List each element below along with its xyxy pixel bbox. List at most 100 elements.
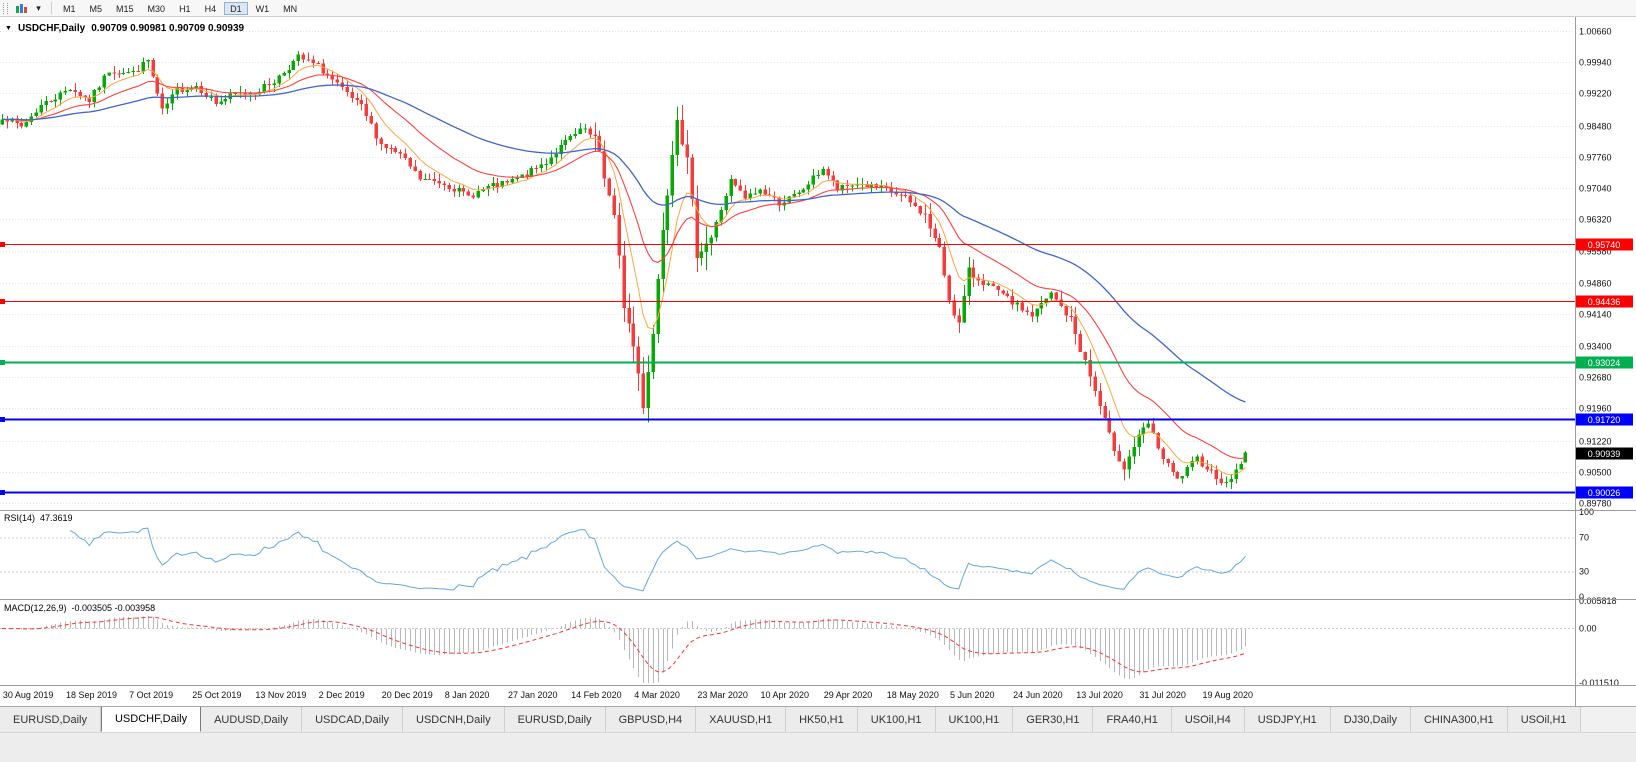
pane-separators[interactable] — [0, 510, 1636, 686]
price-gridlines — [0, 31, 1575, 504]
svg-text:30 Aug 2019: 30 Aug 2019 — [3, 690, 54, 700]
chart-tab-label: USDCAD,Daily — [315, 713, 390, 726]
chart-area[interactable]: 1.00660 0.99940 0.99220 0.98480 0.97760 0.970… — [0, 17, 1636, 706]
svg-text:0.96320: 0.96320 — [1579, 215, 1612, 225]
svg-text:20 Dec 2019: 20 Dec 2019 — [382, 690, 433, 700]
svg-text:0.97040: 0.97040 — [1579, 184, 1612, 194]
chart-tab-label: FRA40,H1 — [1106, 713, 1158, 726]
chart-tab-label: UK100,H1 — [870, 713, 922, 726]
chart-tab-eurusd-daily[interactable]: EURUSD,Daily — [504, 707, 606, 732]
svg-text:70: 70 — [1579, 533, 1589, 543]
svg-text:1.00660: 1.00660 — [1579, 27, 1612, 37]
svg-text:23 Mar 2020: 23 Mar 2020 — [697, 690, 748, 700]
svg-text:0.93024: 0.93024 — [1588, 358, 1621, 368]
svg-text:0.95580: 0.95580 — [1579, 247, 1612, 257]
chart-tab-xauusd-h1[interactable]: XAUUSD,H1 — [696, 707, 787, 732]
svg-text:27 Jan 2020: 27 Jan 2020 — [508, 690, 558, 700]
chart-tab-label: USOil,H4 — [1184, 713, 1231, 726]
chart-tab-label: GBPUSD,H4 — [618, 713, 683, 726]
svg-text:13 Jul 2020: 13 Jul 2020 — [1076, 690, 1123, 700]
chart-tab-usdcad-daily[interactable]: USDCAD,Daily — [302, 707, 404, 732]
timeframe-button-h4[interactable]: H4 — [204, 3, 217, 14]
chart-tab-usoil-h4[interactable]: USOil,H4 — [1171, 707, 1245, 732]
timeframe-button-w1[interactable]: W1 — [255, 3, 270, 14]
chart-tab-label: USDCHF,Daily — [114, 713, 188, 725]
svg-text:14 Feb 2020: 14 Feb 2020 — [571, 690, 622, 700]
chart-tab-uk100-h1[interactable]: UK100,H1 — [857, 707, 936, 732]
chevron-down-icon[interactable]: ▾ — [36, 2, 41, 13]
chart-tab-label: EURUSD,Daily — [13, 713, 87, 726]
svg-text:10 Apr 2020: 10 Apr 2020 — [761, 690, 810, 700]
svg-text:0.90026: 0.90026 — [1588, 488, 1621, 498]
timeframe-buttons: M1 M5 M15 M30 H1 H4 D1 W1 MN — [56, 1, 304, 15]
mini-chart-icon — [16, 3, 27, 13]
chart-type-icon[interactable] — [13, 2, 30, 15]
svg-text:0.94436: 0.94436 — [1588, 297, 1621, 307]
chart-tab-usdchf-daily[interactable]: USDCHF,Daily — [100, 707, 202, 732]
chart-tab-uk100-h1[interactable]: UK100,H1 — [935, 707, 1014, 732]
chart-tab-label: USOil,H1 — [1520, 713, 1567, 726]
chart-tab-dj30-daily[interactable]: DJ30,Daily — [1330, 707, 1411, 732]
chart-tab-label: EURUSD,Daily — [517, 713, 592, 726]
svg-text:19 Aug 2020: 19 Aug 2020 — [1203, 690, 1254, 700]
svg-text:31 Jul 2020: 31 Jul 2020 — [1139, 690, 1186, 700]
svg-text:4 Mar 2020: 4 Mar 2020 — [634, 690, 680, 700]
svg-text:8 Jan 2020: 8 Jan 2020 — [445, 690, 490, 700]
chart-tab-label: AUDUSD,Daily — [214, 713, 289, 726]
rsi-pane: 100 70 30 0 — [0, 507, 1594, 602]
toolbar-separator — [51, 2, 52, 14]
ma-8-line — [1, 64, 1246, 476]
svg-text:0.94140: 0.94140 — [1579, 310, 1612, 320]
chart-tab-audusd-daily[interactable]: AUDUSD,Daily — [201, 707, 303, 732]
timeframe-button-mn[interactable]: MN — [283, 3, 298, 14]
svg-text:29 Apr 2020: 29 Apr 2020 — [824, 690, 873, 700]
svg-text:0.99940: 0.99940 — [1579, 58, 1612, 68]
svg-text:0.98480: 0.98480 — [1579, 122, 1612, 132]
horizontal-level-lines[interactable]: 0.95740 0.94436 0.93024 0.91720 0.90026 — [0, 238, 1633, 499]
timeframe-button-m1[interactable]: M1 — [63, 3, 76, 14]
svg-text:0.89780: 0.89780 — [1579, 499, 1612, 509]
chart-tabs: EURUSD,Daily USDCHF,Daily AUDUSD,Daily USDC… — [0, 706, 1636, 732]
chart-tab-ger30-h1[interactable]: GER30,H1 — [1013, 707, 1094, 732]
timeframe-toolbar: ▾ M1 M5 M15 M30 H1 H4 D1 W1 MN — [0, 0, 1636, 17]
chart-tab-usdcnh-daily[interactable]: USDCNH,Daily — [403, 707, 505, 732]
timeframe-button-m15[interactable]: M15 — [116, 3, 134, 14]
svg-text:0.97760: 0.97760 — [1579, 153, 1612, 163]
chart-tab-gbpusd-h4[interactable]: GBPUSD,H4 — [605, 707, 697, 732]
macd-pane: 0.005818 0.00 -0.011510 — [0, 596, 1619, 688]
chart-tab-eurusd-daily[interactable]: EURUSD,Daily — [0, 707, 101, 732]
timeframe-button-m5[interactable]: M5 — [89, 3, 103, 14]
chart-tab-label: UK100,H1 — [948, 713, 1000, 726]
svg-text:30: 30 — [1579, 567, 1589, 577]
macd-signal-line — [1, 616, 1246, 673]
svg-text:0.99220: 0.99220 — [1579, 89, 1612, 99]
svg-text:2 Dec 2019: 2 Dec 2019 — [319, 690, 365, 700]
timeframe-button-d1[interactable]: D1 — [224, 1, 248, 15]
current-price-label: 0.90939 — [1576, 447, 1633, 460]
chart-tab-label: USDCNH,Daily — [416, 713, 491, 726]
chart-tab-usdjpy-h1[interactable]: USDJPY,H1 — [1244, 707, 1331, 732]
toolbar-grip[interactable] — [3, 2, 8, 14]
status-bar — [0, 732, 1636, 762]
timeframe-button-m30[interactable]: M30 — [147, 3, 166, 14]
svg-text:0.00: 0.00 — [1579, 624, 1597, 634]
svg-text:0.93400: 0.93400 — [1579, 342, 1612, 352]
price-axis-labels: 1.00660 0.99940 0.99220 0.98480 0.97760 0.970… — [1579, 27, 1612, 509]
macd-histogram — [7, 615, 1246, 683]
chart-tab-usoil-h1[interactable]: USOil,H1 — [1507, 707, 1581, 732]
chart-plot[interactable]: 1.00660 0.99940 0.99220 0.98480 0.97760 0.970… — [0, 17, 1636, 706]
svg-text:7 Oct 2019: 7 Oct 2019 — [129, 690, 173, 700]
svg-text:0.90500: 0.90500 — [1579, 468, 1612, 478]
svg-text:0.92680: 0.92680 — [1579, 373, 1612, 383]
svg-text:13 Nov 2019: 13 Nov 2019 — [255, 690, 306, 700]
svg-text:-0.011510: -0.011510 — [1579, 678, 1619, 688]
chart-tab-fra40-h1[interactable]: FRA40,H1 — [1093, 707, 1172, 732]
rsi-line — [69, 527, 1246, 592]
chart-tab-china300-h1[interactable]: CHINA300,H1 — [1410, 707, 1508, 732]
chart-tab-hk50-h1[interactable]: HK50,H1 — [786, 707, 858, 732]
ma-21-line — [1, 74, 1246, 460]
svg-text:18 May 2020: 18 May 2020 — [887, 690, 939, 700]
timeframe-button-h1[interactable]: H1 — [179, 3, 191, 14]
svg-text:0.91720: 0.91720 — [1588, 415, 1621, 425]
